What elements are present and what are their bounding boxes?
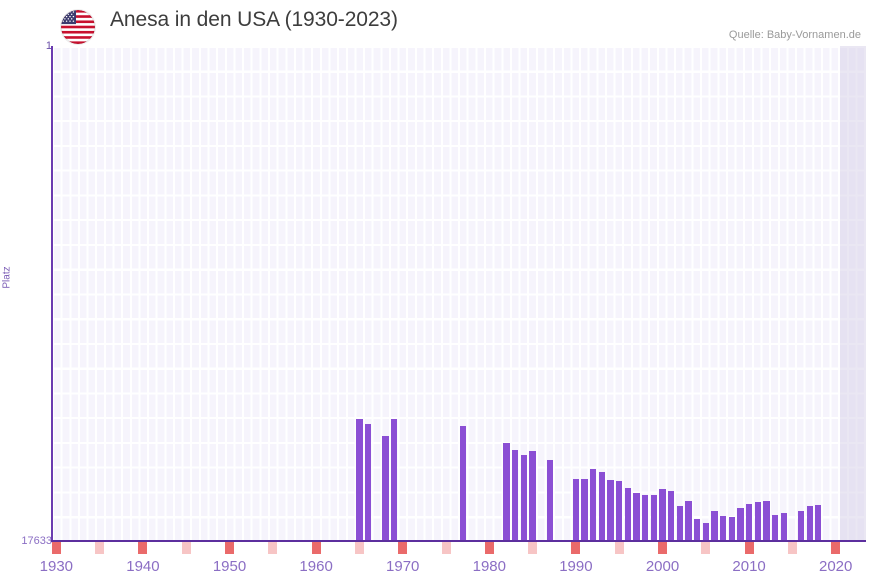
x-tick-2020: [831, 542, 841, 554]
y-axis-line: [51, 46, 53, 542]
source-note: Quelle: Baby-Vornamen.de: [728, 29, 861, 41]
x-tick-1935: [95, 542, 105, 554]
bar-1966: [364, 424, 372, 541]
bar-1983: [512, 450, 519, 541]
bar-1992: [590, 469, 597, 541]
bar-2007: [719, 516, 727, 541]
x-tick-1945: [181, 542, 191, 554]
bar-1985: [529, 451, 536, 541]
x-axis-label-1940: 1940: [126, 558, 160, 575]
x-axis-label-1930: 1930: [39, 558, 74, 575]
bar-2010: [745, 504, 753, 541]
x-tick-1950: [225, 542, 235, 554]
x-axis-label-1980: 1980: [472, 558, 506, 575]
page-title: Anesa in den USA (1930-2023): [110, 8, 398, 31]
x-tick-1990: [571, 542, 581, 554]
bar-1984: [520, 455, 528, 541]
x-tick-1995: [614, 542, 624, 554]
bar-1994: [607, 480, 614, 541]
x-tick-1980: [484, 542, 494, 554]
bar-1982: [503, 443, 510, 541]
bar-1997: [633, 493, 640, 541]
x-axis-label-1970: 1970: [386, 558, 420, 575]
plot-area: [52, 46, 866, 541]
bar-2014: [780, 513, 787, 541]
x-axis-label-2000: 2000: [645, 558, 680, 575]
x-tick-1940: [138, 542, 148, 554]
bar-2018: [815, 505, 822, 541]
bar-2000: [659, 489, 666, 541]
bar-2017: [806, 506, 813, 541]
bar-2009: [737, 508, 744, 541]
bar-1991: [581, 479, 588, 541]
bar-1993: [598, 472, 605, 541]
bar-1995: [616, 481, 623, 541]
chart-header: Anesa in den USA (1930-2023) Quelle: Bab…: [0, 0, 873, 46]
x-tick-2010: [744, 542, 754, 554]
bar-1968: [382, 436, 389, 541]
x-axis-label-1960: 1960: [299, 558, 333, 575]
x-tick-1985: [528, 542, 538, 554]
y-axis-bottom-label: 17633: [21, 535, 52, 547]
x-axis-tick-band: [51, 542, 866, 554]
us-flag-icon: [61, 10, 95, 44]
x-axis-label-2020: 2020: [819, 558, 853, 575]
bar-2013: [771, 515, 779, 541]
bar-2012: [763, 501, 770, 541]
x-tick-2015: [787, 542, 797, 554]
y-axis-top-label: 1: [45, 40, 52, 52]
x-tick-2000: [658, 542, 667, 554]
bar-1998: [642, 495, 649, 541]
bar-1999: [650, 495, 657, 541]
bar-2006: [711, 511, 718, 541]
x-tick-1955: [268, 542, 278, 554]
bar-2016: [797, 511, 805, 541]
x-tick-2005: [701, 542, 711, 554]
bar-2011: [754, 502, 761, 541]
x-axis-label-2010: 2010: [732, 558, 766, 575]
bar-1977: [460, 426, 467, 541]
y-axis-title: Platz: [1, 266, 13, 289]
x-tick-1975: [441, 542, 451, 554]
bar-1969: [390, 419, 398, 541]
bar-2008: [728, 517, 735, 541]
bar-1990: [572, 479, 580, 541]
bar-series: [52, 46, 866, 541]
grid-horizontal-lines: [52, 46, 866, 541]
bar-1965: [356, 419, 363, 541]
bar-1996: [624, 488, 631, 541]
x-axis-line: [51, 540, 866, 542]
bar-2001: [668, 491, 675, 541]
bar-2004: [694, 519, 701, 541]
bar-2005: [702, 523, 709, 541]
x-tick-1930: [51, 542, 61, 554]
bar-2003: [685, 501, 692, 541]
x-axis-label-1990: 1990: [559, 558, 593, 575]
future-shaded-region: [840, 46, 866, 541]
x-tick-1970: [398, 542, 408, 554]
bar-1987: [546, 460, 554, 541]
bar-2002: [676, 506, 683, 541]
x-tick-1960: [311, 542, 321, 554]
x-tick-1965: [354, 542, 364, 554]
x-axis-label-1950: 1950: [212, 558, 247, 575]
